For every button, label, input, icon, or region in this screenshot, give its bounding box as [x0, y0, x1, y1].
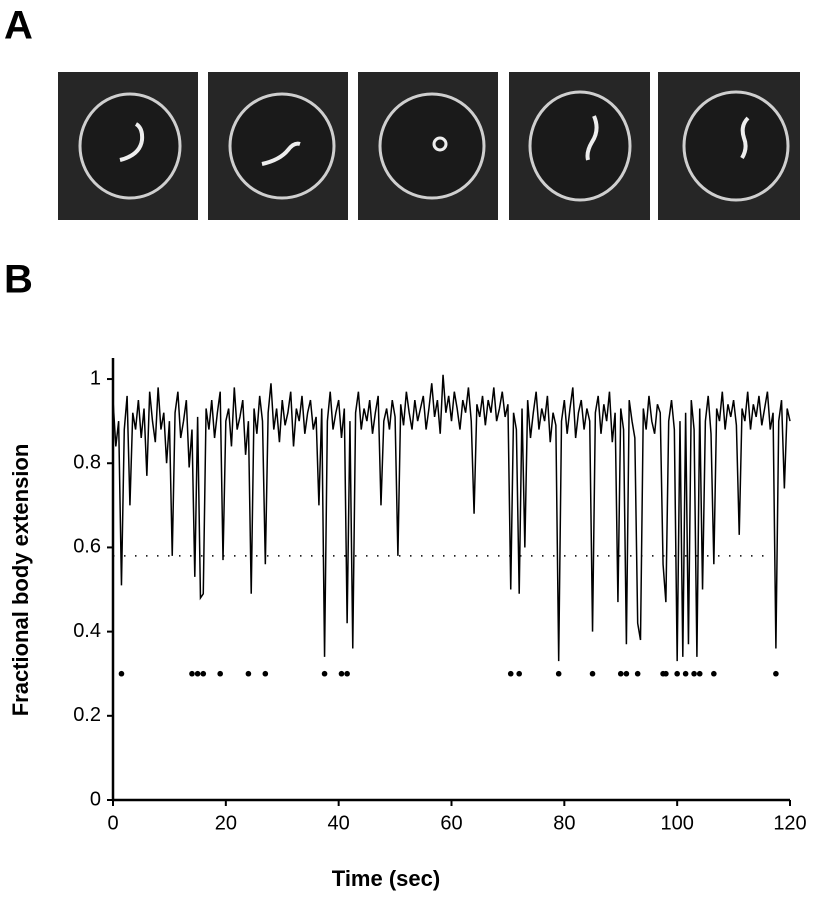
- thumbnail: [58, 72, 198, 220]
- event-dot: [245, 670, 252, 677]
- thumbnail: [509, 72, 650, 220]
- x-tick-label: 0: [107, 812, 118, 834]
- event-dot: [262, 670, 269, 677]
- y-tick-label: 0: [90, 788, 101, 810]
- event-dot: [617, 670, 624, 677]
- event-dot: [623, 670, 630, 677]
- y-tick-label: 1: [90, 367, 101, 389]
- event-dot: [507, 670, 514, 677]
- data-line: [112, 374, 791, 662]
- event-dot: [118, 670, 125, 677]
- event-dot: [200, 670, 207, 677]
- x-tick-label: 100: [660, 812, 693, 834]
- event-dot: [217, 670, 223, 677]
- thumbnails: [58, 72, 800, 220]
- event-dot: [555, 670, 562, 677]
- panel-label: B: [4, 258, 33, 302]
- panel-label: A: [4, 4, 33, 48]
- x-axis-label: Time (sec): [332, 866, 440, 891]
- x-tick-label: 20: [215, 812, 237, 834]
- y-tick-label: 0.4: [73, 620, 101, 642]
- x-tick-label: 40: [328, 812, 350, 834]
- y-tick-label: 0.8: [73, 452, 101, 474]
- event-dot: [194, 670, 201, 677]
- event-dot: [634, 670, 641, 677]
- thumbnail: [208, 72, 348, 220]
- event-dot: [682, 670, 689, 677]
- event-dot: [321, 670, 328, 677]
- event-dot: [696, 670, 703, 677]
- x-tick-label: 80: [553, 812, 575, 834]
- event-dot: [691, 670, 697, 677]
- event-dot: [189, 670, 195, 677]
- y-tick-label: 0.2: [73, 704, 101, 726]
- event-dot: [344, 670, 350, 677]
- event-dot: [338, 670, 345, 677]
- event-dot: [773, 670, 779, 677]
- event-dot: [663, 670, 669, 677]
- event-dot: [589, 670, 596, 677]
- event-dot: [674, 670, 680, 677]
- event-dot: [516, 670, 522, 677]
- event-dot: [711, 670, 717, 677]
- thumbnail: [658, 72, 800, 220]
- y-tick-label: 0.6: [73, 536, 101, 558]
- y-axis-label: Fractional body extension: [8, 444, 33, 717]
- thumbnail: [358, 72, 498, 220]
- x-tick-label: 60: [440, 812, 462, 834]
- x-tick-label: 120: [773, 812, 806, 834]
